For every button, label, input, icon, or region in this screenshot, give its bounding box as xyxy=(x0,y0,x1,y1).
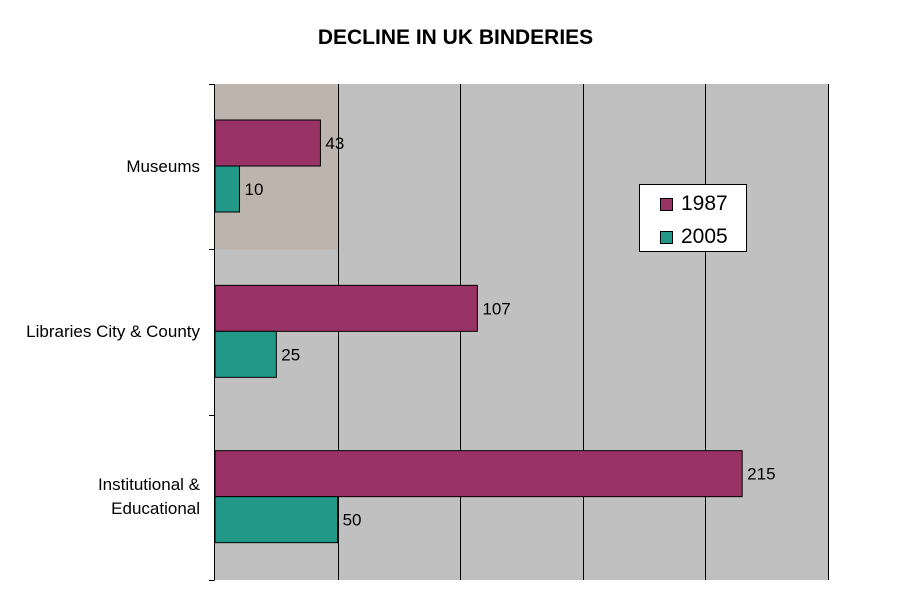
legend-label-2005: 2005 xyxy=(681,225,728,248)
bar-1987-2 xyxy=(214,450,743,498)
legend-swatch-1987 xyxy=(660,197,673,211)
category-label-2-line-0: Institutional & xyxy=(97,475,200,495)
legend: 1987 2005 xyxy=(639,184,747,252)
legend-entry-1987: 1987 xyxy=(660,192,728,216)
bar-1987-0 xyxy=(214,119,321,167)
bar-2005-0 xyxy=(214,165,241,213)
data-label-2005-2: 50 xyxy=(343,511,362,530)
data-label-2005-1: 25 xyxy=(281,345,300,364)
data-label-2005-0: 10 xyxy=(245,180,264,199)
category-label-0-line-0: Museums xyxy=(126,156,200,176)
bar-1987-1 xyxy=(214,284,478,332)
data-label-1987-0: 43 xyxy=(325,134,344,153)
legend-label-1987: 1987 xyxy=(681,192,728,215)
category-label-1: Libraries City & County xyxy=(26,320,200,344)
category-label-0: Museums xyxy=(126,155,200,179)
category-label-2-line-1: Educational xyxy=(111,499,200,519)
data-label-1987-1: 107 xyxy=(482,299,510,318)
data-label-1987-2: 215 xyxy=(747,465,775,484)
category-label-2: Institutional & Educational xyxy=(98,473,200,521)
bar-2005-1 xyxy=(214,330,277,378)
legend-swatch-2005 xyxy=(660,230,673,244)
bar-2005-2 xyxy=(214,496,339,544)
chart-title: DECLINE IN UK BINDERIES xyxy=(317,26,594,49)
legend-entry-2005: 2005 xyxy=(660,225,728,249)
category-label-1-line-0: Libraries City & County xyxy=(26,322,200,341)
